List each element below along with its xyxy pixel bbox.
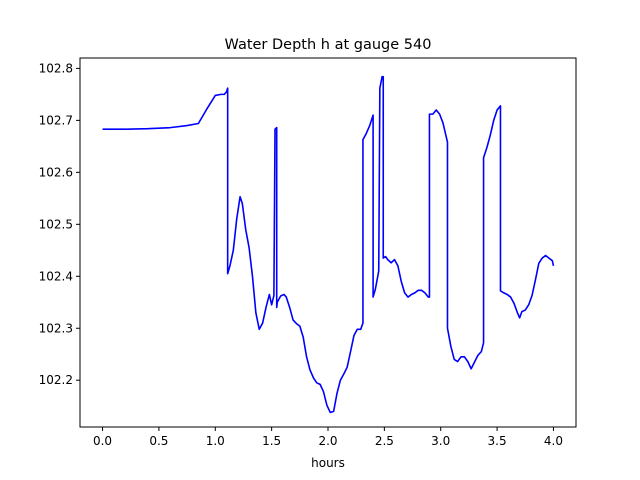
x-tick-label: 3.5	[488, 434, 507, 448]
y-tick-label: 102.5	[39, 217, 73, 231]
y-tick-label: 102.3	[39, 321, 73, 335]
y-tick-label: 102.4	[39, 269, 73, 283]
x-tick-label: 1.0	[206, 434, 225, 448]
series-line-0	[102, 75, 555, 414]
x-tick-label: 2.5	[375, 434, 394, 448]
y-tick-label: 102.7	[39, 113, 73, 127]
x-tick-label: 2.0	[318, 434, 337, 448]
y-tick-label: 102.2	[39, 373, 73, 387]
x-axis: 0.0 0.5 1.0 1.5 2.0 2.5 3.0 3.5 4.0	[93, 427, 563, 448]
x-tick-label: 3.0	[431, 434, 450, 448]
x-tick-label: 1.5	[262, 434, 281, 448]
x-axis-label: hours	[311, 456, 345, 470]
x-tick-label: 4.0	[544, 434, 563, 448]
y-tick-label: 102.8	[39, 61, 73, 75]
y-axis: 102.2 102.3 102.4 102.5 102.6 102.7 102.8	[39, 61, 80, 387]
y-tick-label: 102.6	[39, 165, 73, 179]
x-tick-label: 0.5	[149, 434, 168, 448]
chart-title: Water Depth h at gauge 540	[225, 37, 432, 53]
x-tick-label: 0.0	[93, 434, 112, 448]
plot-area	[102, 75, 555, 414]
